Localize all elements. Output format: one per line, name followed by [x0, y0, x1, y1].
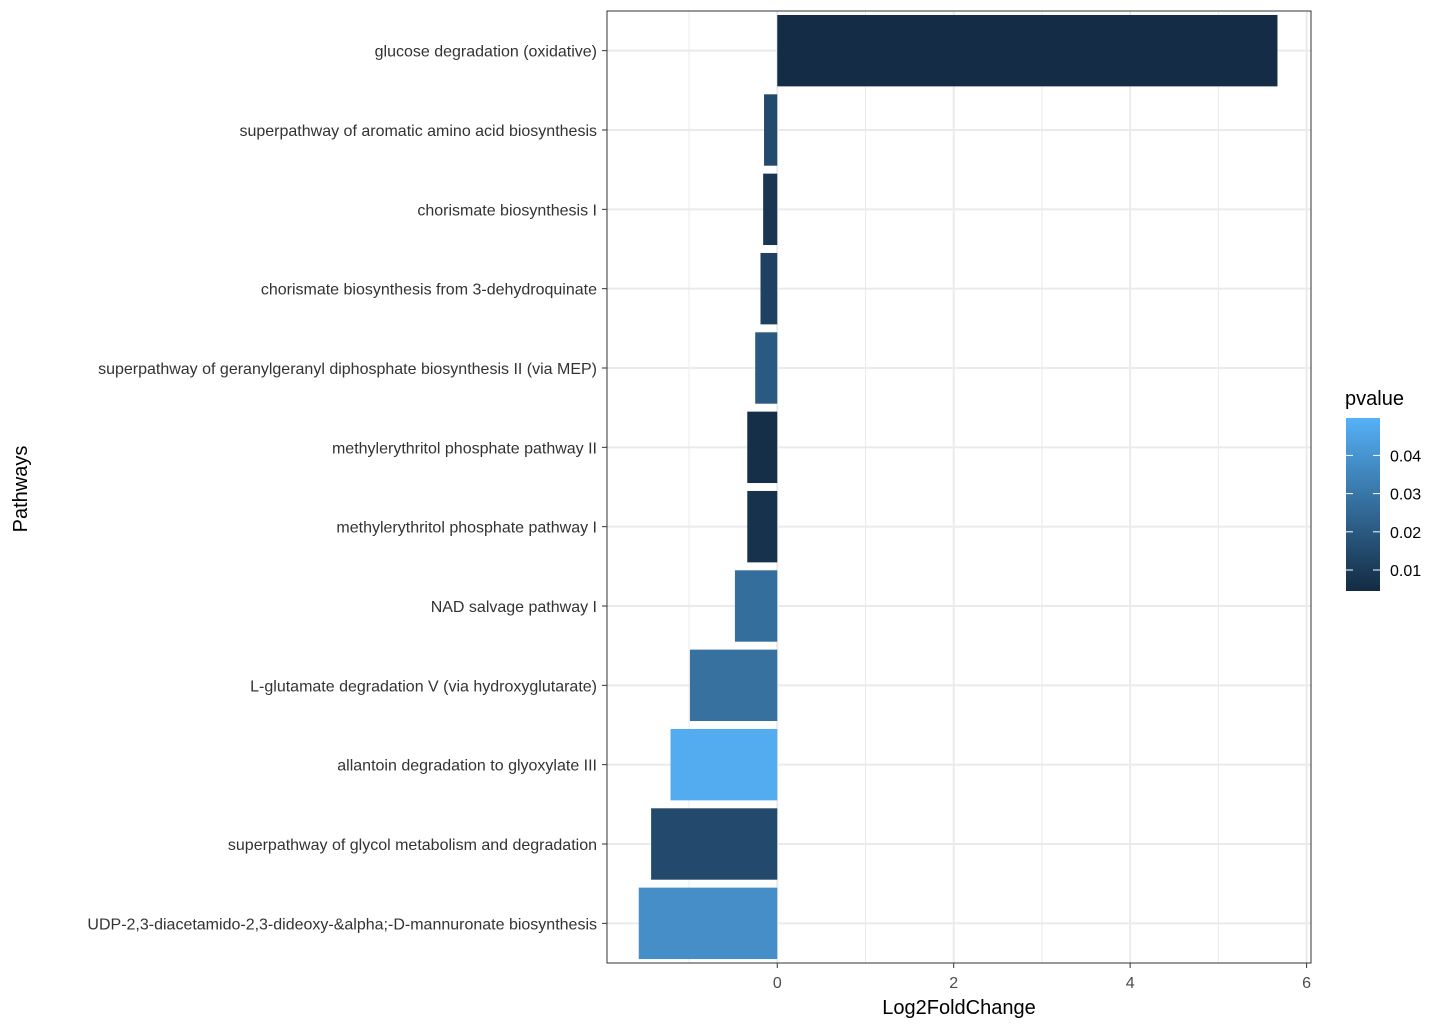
y-tick-label: methylerythritol phosphate pathway II — [332, 440, 597, 457]
legend-tick-label: 0.03 — [1390, 487, 1421, 504]
bar — [764, 94, 778, 166]
x-tick-label: 4 — [1126, 975, 1135, 992]
legend-tick-label: 0.02 — [1390, 525, 1421, 542]
panel-border — [606, 10, 1312, 964]
y-tick-label: L-glutamate degradation V (via hydroxygl… — [250, 678, 597, 695]
y-axis-title: Pathways — [10, 446, 32, 533]
bar — [670, 728, 778, 801]
bar — [777, 14, 1278, 87]
bar — [651, 808, 778, 880]
bar — [638, 887, 778, 960]
legend: pvalue 0.01 0.02 0.03 0.04 — [1345, 388, 1421, 591]
bar — [760, 252, 778, 325]
y-tick-label: chorismate biosynthesis from 3-dehydroqu… — [261, 282, 597, 299]
legend-tick-label: 0.01 — [1390, 563, 1421, 580]
x-tick-label: 2 — [949, 975, 958, 992]
bar — [747, 411, 778, 484]
y-tick-label: methylerythritol phosphate pathway I — [336, 520, 597, 537]
bar — [755, 332, 778, 404]
bar — [689, 649, 778, 722]
y-tick-label: NAD salvage pathway I — [431, 599, 597, 616]
bar — [747, 490, 778, 563]
y-tick-label: glucose degradation (oxidative) — [375, 44, 597, 61]
y-tick-label: superpathway of aromatic amino acid bios… — [239, 123, 597, 140]
legend-title: pvalue — [1345, 388, 1404, 410]
y-tick-label: UDP-2,3-diacetamido-2,3-dideoxy-&alpha;-… — [87, 916, 597, 933]
legend-colorbar — [1346, 418, 1380, 591]
y-tick-label: chorismate biosynthesis I — [417, 202, 597, 219]
x-tick-label: 0 — [773, 975, 782, 992]
bar — [734, 570, 778, 642]
x-tick-label: 6 — [1302, 975, 1311, 992]
y-tick-label: superpathway of geranylgeranyl diphospha… — [98, 361, 597, 378]
y-tick-label: superpathway of glycol metabolism and de… — [228, 837, 597, 854]
plot-panel — [607, 11, 1311, 963]
y-tick-label: allantoin degradation to glyoxylate III — [337, 758, 597, 775]
bar — [763, 173, 778, 246]
legend-tick-label: 0.04 — [1390, 448, 1421, 465]
x-axis-title: Log2FoldChange — [882, 997, 1035, 1019]
